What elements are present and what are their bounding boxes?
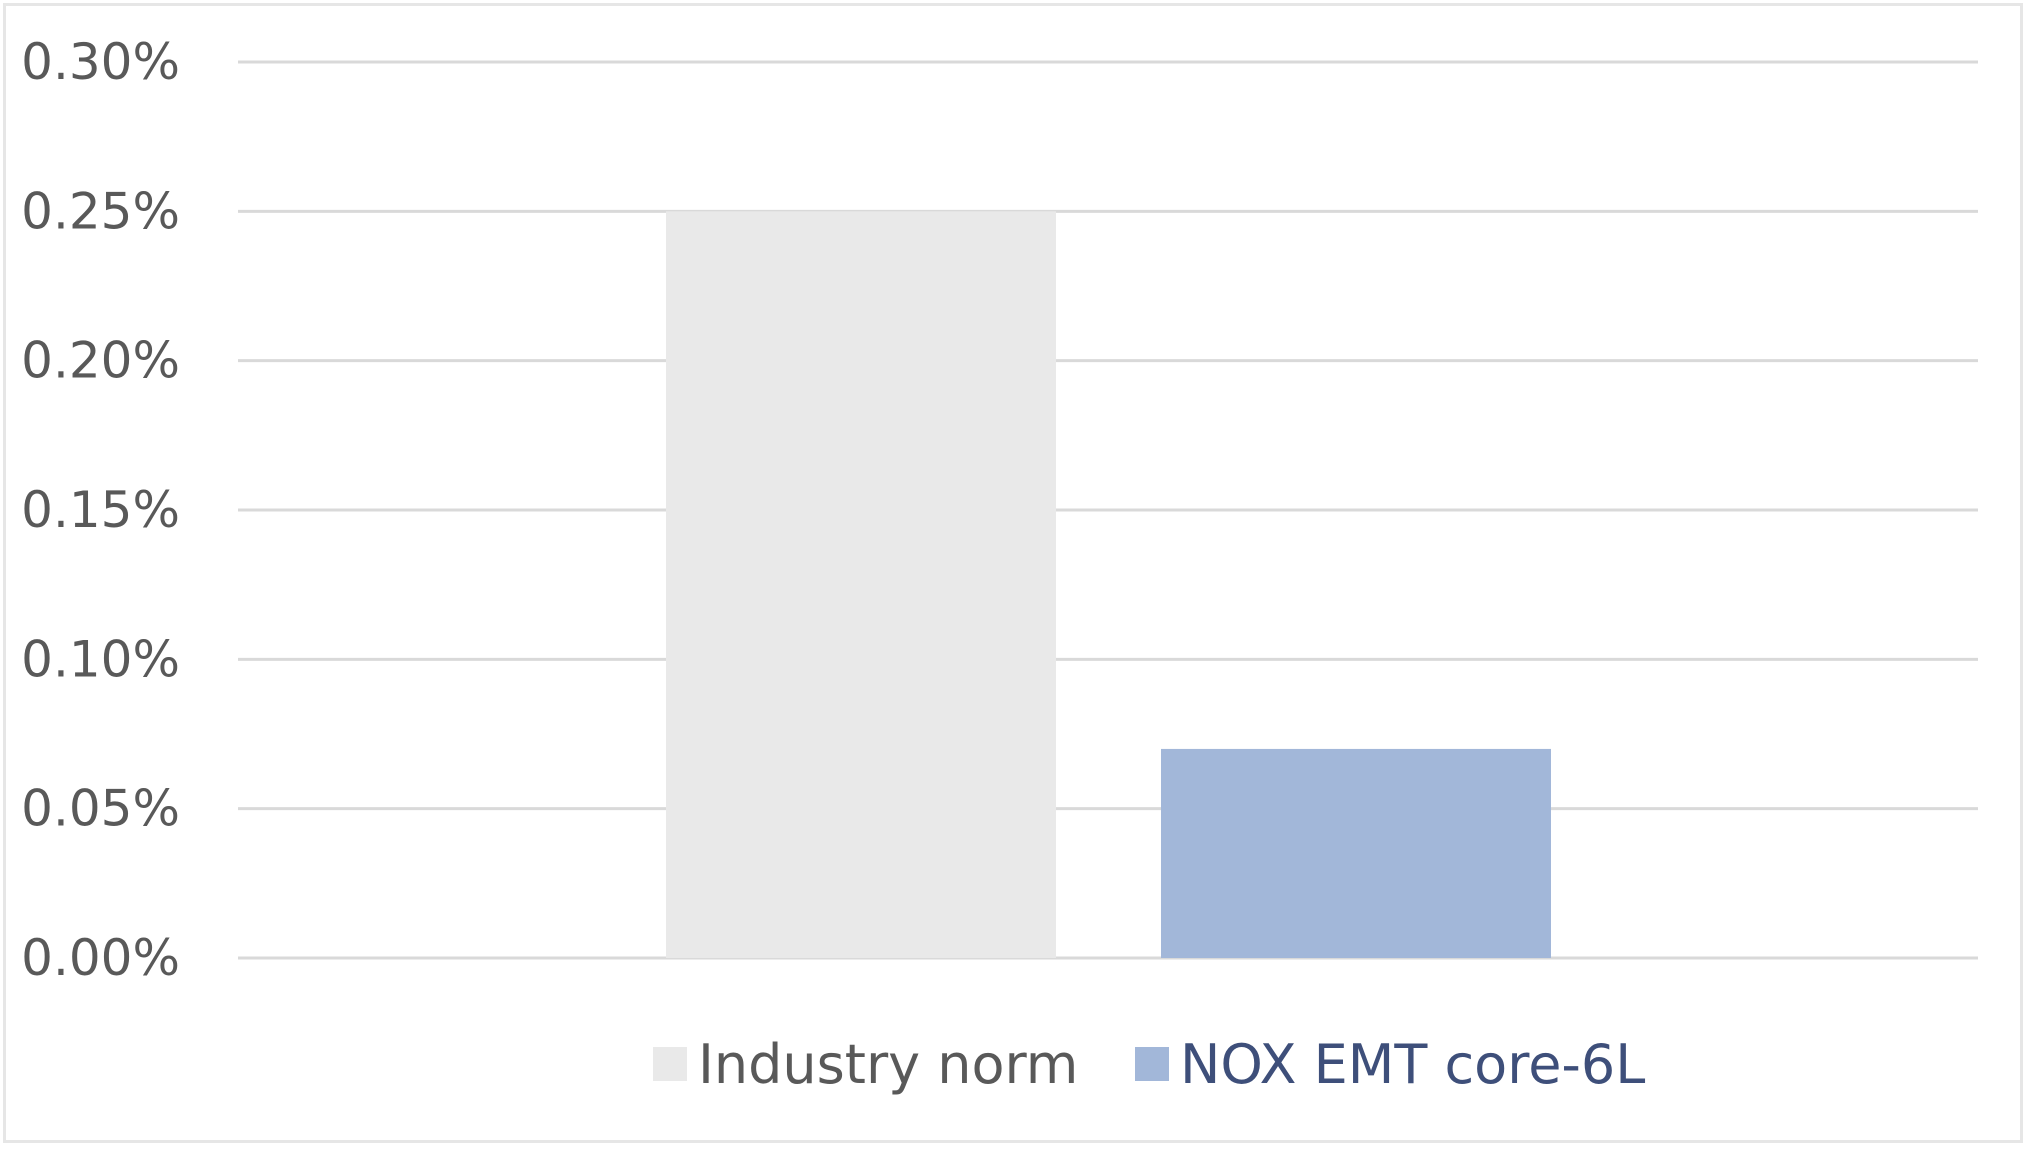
legend-swatch-industry-norm: [653, 1047, 687, 1081]
y-tick-label: 0.25%: [21, 182, 180, 240]
y-tick-label: 0.00%: [21, 929, 180, 987]
legend-label-nox-emt-core-6l: NOX EMT core-6L: [1180, 1033, 1645, 1096]
y-tick-label: 0.20%: [21, 332, 180, 390]
gridlines: [238, 60, 1978, 960]
legend: Industry norm NOX EMT core-6L: [653, 1033, 1645, 1096]
y-tick-label: 0.10%: [21, 630, 180, 688]
y-tick-label: 0.30%: [21, 33, 180, 91]
legend-swatch-nox-emt-core-6l: [1135, 1047, 1169, 1081]
bar-industry-norm: [666, 211, 1056, 959]
bars: [666, 211, 1551, 959]
y-axis-tick-labels: 0.00% 0.05% 0.10% 0.15% 0.20% 0.25% 0.30%: [21, 33, 180, 987]
y-tick-label: 0.15%: [21, 481, 180, 539]
bar-nox-emt-core-6l: [1161, 748, 1551, 958]
legend-label-industry-norm: Industry norm: [698, 1033, 1078, 1096]
y-tick-label: 0.05%: [21, 780, 180, 838]
